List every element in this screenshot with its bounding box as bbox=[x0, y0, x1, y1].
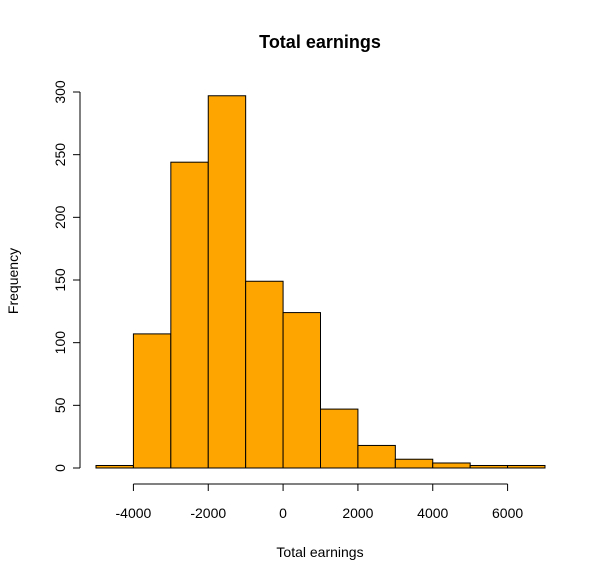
x-tick-label: -4000 bbox=[116, 505, 152, 521]
histogram-bar bbox=[132, 333, 172, 469]
x-tick-label: 2000 bbox=[342, 505, 373, 521]
x-tick-label: 6000 bbox=[492, 505, 523, 521]
chart-title: Total earnings bbox=[259, 32, 381, 52]
x-axis: -4000 -2000 0 2000 4000 6000 bbox=[116, 483, 523, 521]
y-tick-label: 250 bbox=[52, 143, 68, 167]
y-tick-label: 200 bbox=[52, 205, 68, 229]
y-tick-label: 50 bbox=[52, 397, 68, 413]
y-axis-label: Frequency bbox=[5, 248, 21, 314]
histogram-bar bbox=[95, 464, 134, 469]
y-tick-label: 300 bbox=[52, 80, 68, 104]
histogram-bar bbox=[432, 462, 471, 469]
x-tick-label: 0 bbox=[279, 505, 287, 521]
histogram-bar bbox=[245, 280, 284, 469]
histogram-bar bbox=[507, 464, 546, 469]
x-tick-label: -2000 bbox=[190, 505, 226, 521]
bars-group bbox=[95, 95, 546, 469]
y-tick-label: 0 bbox=[52, 464, 68, 472]
y-tick-label: 150 bbox=[52, 268, 68, 292]
histogram-bar bbox=[320, 408, 359, 469]
x-tick-label: 4000 bbox=[417, 505, 448, 521]
y-axis: 0 50 100 150 200 250 300 bbox=[52, 80, 81, 472]
y-tick-label: 100 bbox=[52, 331, 68, 355]
histogram-bar bbox=[394, 458, 434, 469]
histogram-bar bbox=[469, 464, 509, 469]
histogram-bar bbox=[207, 95, 247, 469]
x-axis-label: Total earnings bbox=[276, 544, 363, 560]
histogram-bar bbox=[170, 161, 209, 469]
histogram-bar bbox=[357, 444, 396, 469]
histogram-bar bbox=[282, 312, 322, 469]
